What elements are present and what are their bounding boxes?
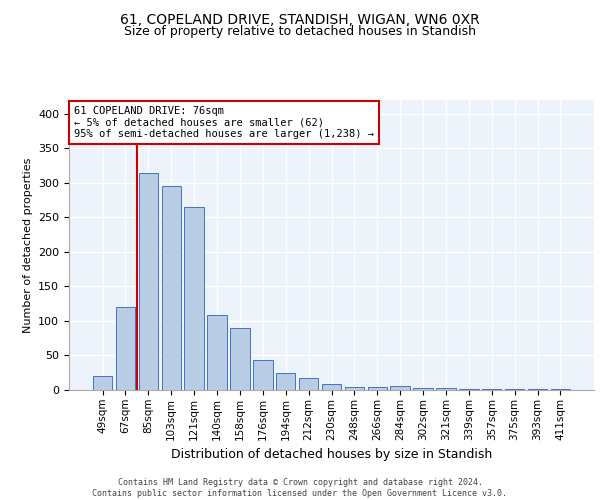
- Bar: [161, 186, 181, 390]
- Bar: [116, 307, 135, 390]
- Bar: [368, 386, 387, 390]
- Bar: [459, 388, 479, 390]
- Bar: [93, 376, 112, 390]
- Bar: [436, 388, 455, 390]
- Bar: [482, 388, 502, 390]
- Text: Size of property relative to detached houses in Standish: Size of property relative to detached ho…: [124, 25, 476, 38]
- Bar: [413, 388, 433, 390]
- Bar: [208, 316, 227, 390]
- Text: 61, COPELAND DRIVE, STANDISH, WIGAN, WN6 0XR: 61, COPELAND DRIVE, STANDISH, WIGAN, WN6…: [120, 12, 480, 26]
- X-axis label: Distribution of detached houses by size in Standish: Distribution of detached houses by size …: [171, 448, 492, 461]
- Bar: [184, 207, 204, 390]
- Text: 61 COPELAND DRIVE: 76sqm
← 5% of detached houses are smaller (62)
95% of semi-de: 61 COPELAND DRIVE: 76sqm ← 5% of detache…: [74, 106, 374, 139]
- Bar: [230, 328, 250, 390]
- Bar: [299, 378, 319, 390]
- Y-axis label: Number of detached properties: Number of detached properties: [23, 158, 32, 332]
- Bar: [322, 384, 341, 390]
- Bar: [139, 172, 158, 390]
- Bar: [528, 388, 547, 390]
- Text: Contains HM Land Registry data © Crown copyright and database right 2024.
Contai: Contains HM Land Registry data © Crown c…: [92, 478, 508, 498]
- Bar: [391, 386, 410, 390]
- Bar: [344, 386, 364, 390]
- Bar: [253, 360, 272, 390]
- Bar: [276, 374, 295, 390]
